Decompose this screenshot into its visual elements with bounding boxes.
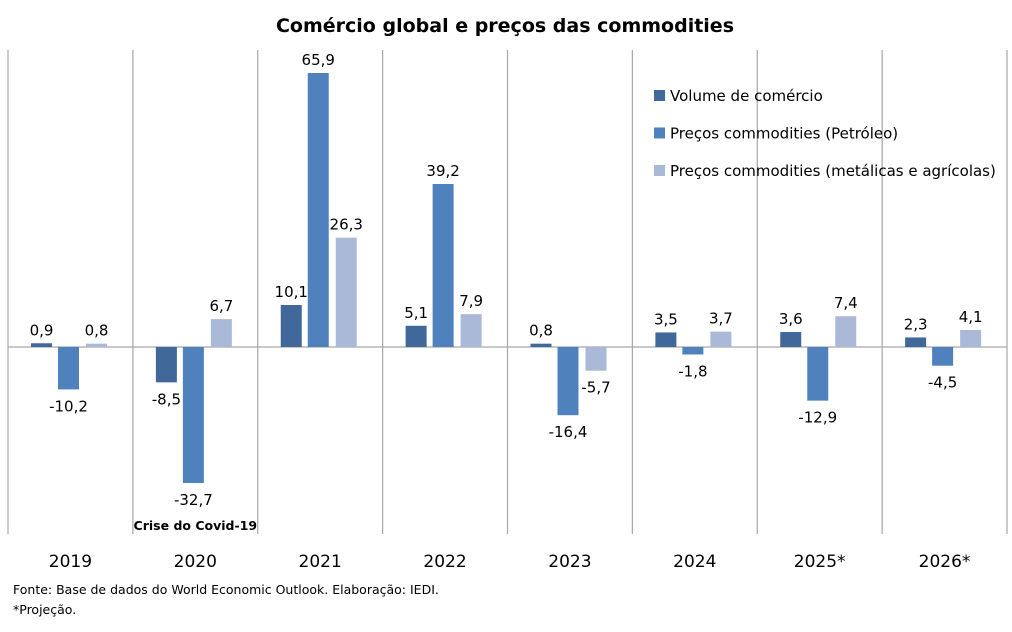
data-label: 3,5 [654, 310, 678, 328]
x-tick-label: 2026* [919, 552, 971, 572]
legend: Volume de comércio Preços commodities (Pe… [654, 87, 996, 180]
data-label: -5,7 [581, 379, 610, 397]
data-label: 65,9 [302, 51, 335, 69]
bar-metalicas-2020 [210, 319, 232, 347]
data-label: 26,3 [330, 216, 363, 234]
bar-petroleo-2019 [58, 347, 79, 390]
bar-volume-2020 [155, 347, 177, 383]
data-labels: 0,9 -10,2 0,8 -8,5 -32,7 6,7 10,1 65,9 26,3 5,1 39… [30, 51, 983, 509]
bar-metalicas-2021 [335, 237, 357, 347]
projection-note: *Projeção. [13, 602, 77, 617]
x-tick-label: 2022 [423, 552, 466, 572]
bar-volume-2021 [280, 305, 302, 347]
bar-metalicas-2019 [86, 343, 107, 347]
data-label: 3,7 [709, 310, 733, 328]
bar-petroleo-2023 [557, 347, 579, 416]
bars [31, 73, 982, 483]
data-label: -16,4 [549, 423, 588, 441]
bar-petroleo-2020 [182, 347, 204, 483]
x-tick-label: 2020 [174, 552, 217, 572]
covid-annotation: Crise do Covid-19 [134, 518, 258, 533]
legend-label: Preços commodities (metálicas e agrícola… [670, 162, 996, 180]
bar-petroleo-2025 [807, 347, 829, 401]
bar-petroleo-2021 [307, 73, 329, 347]
x-tick-label: 2023 [548, 552, 591, 572]
data-label: 5,1 [404, 304, 428, 322]
x-tick-label: 2025* [794, 552, 846, 572]
bar-volume-2024 [655, 332, 677, 347]
bar-petroleo-2022 [432, 184, 454, 347]
data-label: 39,2 [426, 162, 459, 180]
data-label: 6,7 [209, 297, 233, 315]
legend-swatch [654, 127, 665, 139]
bar-volume-2025 [780, 332, 802, 347]
bar-volume-2026 [905, 337, 927, 347]
data-label: 10,1 [275, 283, 308, 301]
data-label: -10,2 [49, 397, 88, 415]
bar-volume-2023 [530, 343, 552, 347]
legend-swatch [654, 90, 665, 101]
x-axis-labels: 2019 2020 2021 2022 2023 2024 2025* 2026* [49, 552, 971, 572]
bar-petroleo-2024 [682, 347, 704, 355]
bar-metalicas-2024 [710, 331, 732, 347]
legend-swatch [654, 165, 665, 176]
grid-lines [7, 50, 1008, 534]
data-label: 7,9 [459, 292, 483, 310]
x-tick-label: 2019 [49, 552, 92, 572]
source-note: Fonte: Base de dados do World Economic O… [13, 582, 439, 597]
bar-metalicas-2025 [835, 316, 857, 347]
data-label: 4,1 [959, 308, 983, 326]
data-label: 0,8 [529, 322, 553, 340]
chart-title: Comércio global e preços das commodities [276, 15, 734, 37]
bar-metalicas-2023 [585, 347, 607, 371]
data-label: -4,5 [928, 374, 957, 392]
data-label: -1,8 [678, 362, 707, 380]
bar-volume-2019 [31, 343, 52, 347]
data-label: -32,7 [174, 491, 213, 509]
bar-metalicas-2022 [460, 314, 482, 347]
data-label: 0,8 [85, 322, 109, 340]
legend-label: Preços commodities (Petróleo) [670, 125, 898, 143]
x-tick-label: 2024 [673, 552, 716, 572]
legend-label: Volume de comércio [670, 87, 823, 105]
data-label: -12,9 [798, 409, 837, 427]
data-label: 7,4 [834, 294, 858, 312]
data-label: -8,5 [152, 390, 181, 408]
data-label: 2,3 [904, 315, 928, 333]
bar-petroleo-2026 [932, 347, 954, 366]
bar-volume-2022 [405, 325, 427, 347]
x-tick-label: 2021 [299, 552, 342, 572]
bar-metalicas-2026 [960, 329, 982, 347]
annotations: Crise do Covid-19 [134, 518, 258, 533]
data-label: 3,6 [779, 310, 803, 328]
data-label: 0,9 [30, 321, 54, 339]
